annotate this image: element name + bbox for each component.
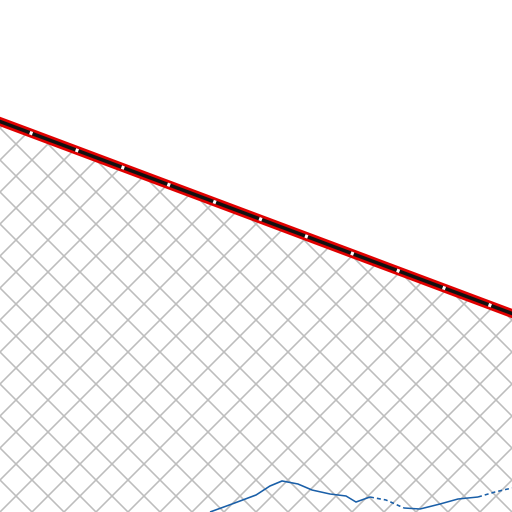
river-line (209, 480, 512, 512)
hatched-area (0, 122, 512, 512)
boundary-line (0, 116, 512, 319)
